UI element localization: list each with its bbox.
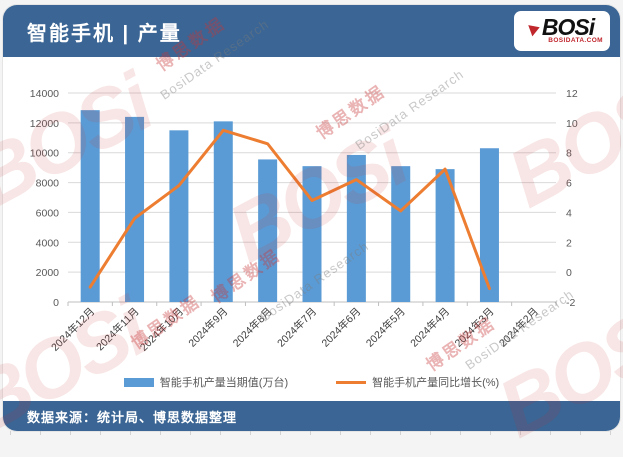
production-chart: 0 -2 2000 0 4000 2 6000 4 8000 6 10000 8 12000 10 1400…: [30, 88, 578, 354]
line-series-swatch: [336, 380, 367, 384]
svg-text:2024年3月: 2024年3月: [452, 305, 497, 350]
logo-triangle-icon: [528, 21, 542, 37]
svg-text:6: 6: [566, 178, 572, 190]
legend-item-line: 智能手机产量同比增长(%): [336, 374, 499, 390]
svg-text:4: 4: [566, 207, 572, 219]
svg-text:0: 0: [566, 267, 572, 279]
svg-text:2024年8月: 2024年8月: [230, 305, 275, 350]
svg-text:-2: -2: [566, 297, 575, 309]
svg-text:8: 8: [566, 148, 572, 160]
legend-label-line: 智能手机产量同比增长(%): [372, 377, 500, 389]
svg-text:2024年6月: 2024年6月: [319, 305, 364, 350]
logo-subtext: BOSIDATA.COM: [548, 37, 603, 45]
data-source-text: 数据来源：统计局、博思数据整理: [27, 409, 238, 425]
legend-label-bars: 智能手机产量当期值(万台): [159, 377, 289, 389]
svg-text:10000: 10000: [30, 148, 59, 160]
legend-item-bars: 智能手机产量当期值(万台): [123, 374, 289, 390]
svg-text:4000: 4000: [36, 237, 60, 249]
footer-bar: 数据来源：统计局、博思数据整理: [3, 401, 620, 431]
bosidata-logo: BOSi BOSIDATA.COM: [514, 11, 610, 51]
svg-text:2024年11月: 2024年11月: [93, 305, 141, 353]
logo-text: BOSi: [541, 13, 595, 40]
svg-text:2024年7月: 2024年7月: [274, 305, 319, 350]
svg-text:2024年2月: 2024年2月: [496, 305, 541, 350]
bar-series-swatch: [123, 377, 154, 387]
svg-text:2: 2: [566, 237, 572, 249]
svg-text:0: 0: [53, 297, 59, 309]
svg-text:2024年9月: 2024年9月: [186, 305, 231, 350]
svg-text:2024年4月: 2024年4月: [408, 305, 453, 350]
svg-text:12000: 12000: [30, 118, 59, 130]
svg-text:6000: 6000: [36, 207, 60, 219]
chart-legend: 智能手机产量当期值(万台) 智能手机产量同比增长(%): [3, 369, 620, 395]
svg-text:2024年10月: 2024年10月: [137, 305, 186, 354]
chart-card: 智能手机 | 产量 BOSi BOSIDATA.COM 0 -2 2000 0 4000…: [3, 5, 620, 431]
svg-text:14000: 14000: [30, 88, 59, 100]
svg-text:2024年12月: 2024年12月: [48, 305, 97, 354]
svg-text:10: 10: [566, 118, 578, 130]
header-bar: 智能手机 | 产量 BOSi BOSIDATA.COM: [3, 5, 620, 57]
svg-text:8000: 8000: [36, 178, 60, 190]
svg-text:2000: 2000: [36, 267, 60, 279]
page-title: 智能手机 | 产量: [27, 22, 182, 45]
chart-area: 0 -2 2000 0 4000 2 6000 4 8000 6 10000 8 12000 10 1400…: [3, 57, 620, 401]
svg-text:12: 12: [566, 88, 578, 100]
svg-text:2024年5月: 2024年5月: [363, 305, 408, 350]
background-ruler-ticks: [10, 431, 613, 435]
